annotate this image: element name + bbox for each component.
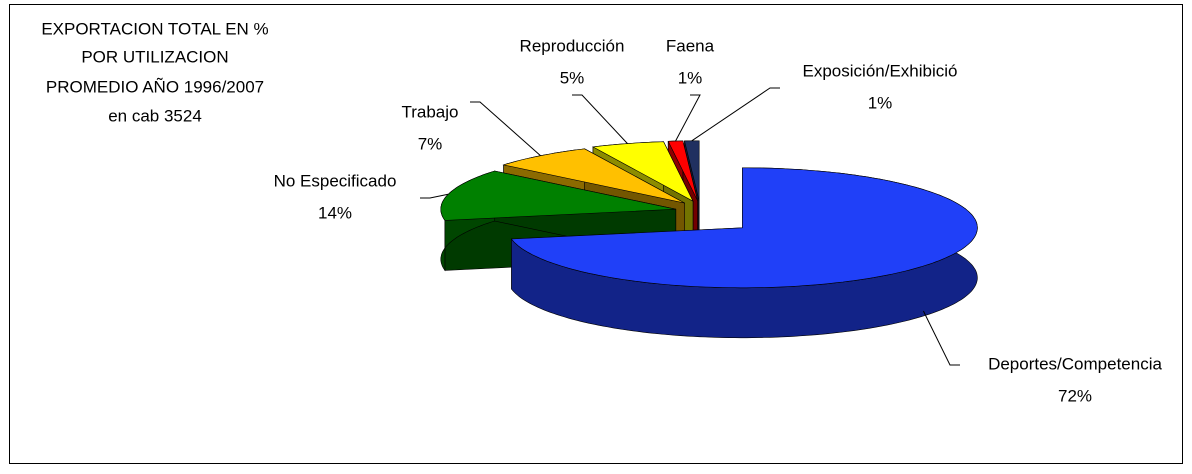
category-label: Trabajo [401,102,458,121]
leader-line [691,87,780,142]
value-label: 14% [318,203,352,222]
value-label: 1% [678,68,703,87]
value-label: 5% [560,68,585,87]
category-label: Deportes/Competencia [988,354,1162,373]
chart-title: POR UTILIZACION [81,47,228,66]
leader-line [922,310,960,366]
slice-top [510,167,978,289]
chart-title: PROMEDIO AÑO 1996/2007 [46,77,264,96]
leader-line [675,94,701,142]
category-label: Faena [666,36,715,55]
chart-title: en cab 3524 [108,106,202,125]
leader-line [470,101,541,157]
value-label: 1% [868,93,893,112]
category-label: Reproducción [520,36,625,55]
chart-title: EXPORTACION TOTAL EN % [41,19,268,38]
value-label: 72% [1058,386,1092,405]
leader-line [420,193,449,199]
category-label: No Especificado [274,171,397,190]
leader-line [572,94,628,144]
category-label: Exposición/Exhibició [803,61,958,80]
value-label: 7% [418,134,443,153]
